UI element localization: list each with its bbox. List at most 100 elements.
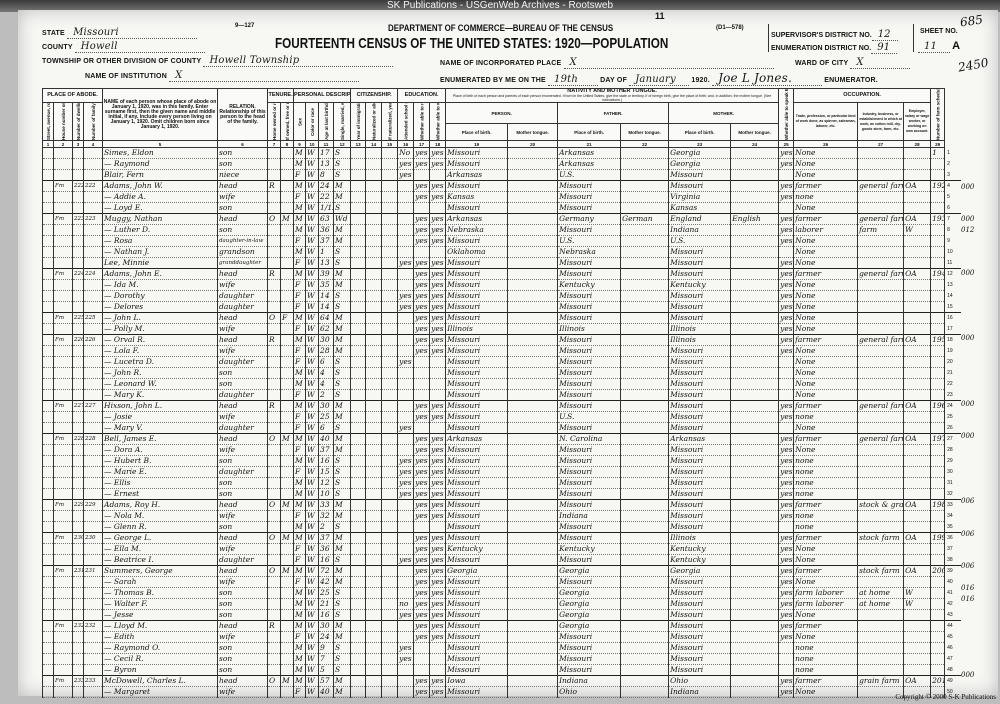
race: W [305,576,320,588]
mother-tongue [507,477,559,489]
marital-status: S [333,521,352,533]
sex: M [293,367,307,379]
table-row: — Byron son M W 5 S Missouri Missouri Missouri no… [42,664,961,676]
home-tenure [267,257,282,269]
dwelling-number [72,378,84,390]
father-mother-tongue [620,169,670,181]
home-tenure [267,191,282,203]
father-mother-tongue [620,642,670,654]
enumerator-signature: Joe L Jones. [712,71,823,86]
empty-cell [350,268,367,280]
sex: M [293,477,307,489]
row-number: 50 [947,689,953,695]
person-name: — Leonard W. [102,378,219,390]
marital-status: M [333,510,352,522]
supervisor-district-field: SUPERVISOR'S DISTRICT NO. 12 [771,29,898,41]
mother-mother-tongue [730,521,780,533]
mother-tongue [507,147,559,159]
father-mother-tongue [620,532,670,544]
father-mother-tongue [620,235,670,247]
family-number: 224 [82,268,104,280]
speaks-english: yes [778,323,795,335]
sheet-field: 11 A [918,40,960,53]
mother-birthplace: Missouri [668,268,732,280]
mortgage-status [280,345,295,357]
mother-tongue [507,455,559,467]
sex: F [293,301,307,313]
person-name: Adams, John E. [102,268,219,280]
can-read: yes [413,158,431,170]
empty-cell [365,356,383,368]
farm-schedule-number [930,477,946,489]
sex: M [293,378,307,390]
mother-tongue [507,367,559,379]
home-tenure [267,455,282,467]
empty-cell [365,312,383,324]
age: 1/12 [318,202,335,214]
mother-mother-tongue [730,576,780,588]
mother-tongue [507,510,559,522]
occupation: None [793,367,859,379]
race: W [305,378,320,390]
empty-cell [365,169,383,181]
farm-schedule-number: 197 [930,433,946,445]
farm-marker [53,345,73,357]
race: W [305,664,320,676]
family-number: 232 [82,620,104,632]
supervisor-label: SUPERVISOR'S DISTRICT NO. [771,32,872,39]
farm-marker: Fm [53,268,73,280]
race: W [305,246,320,258]
birthplace: Missouri [445,609,509,621]
person-name: — Dora A. [102,444,219,456]
mortgage-status [280,620,295,632]
father-birthplace: Missouri [557,180,622,192]
industry: general farm [857,213,905,225]
family-number [82,664,104,676]
farm-schedule-number: 193 [930,213,946,225]
farm-schedule-number [930,246,946,258]
mortgage-status [280,202,295,214]
mother-mother-tongue [730,686,780,698]
industry [857,642,905,654]
employment-class [903,169,932,181]
occupation: none [793,477,859,489]
empty-cell [42,598,54,610]
occupation: none [793,411,859,423]
abode-header: PLACE OF ABODE. [41,88,104,103]
column-number: 7 [267,140,282,148]
person-name: — George L. [102,532,219,544]
mother-tongue [507,631,559,643]
empty-cell [42,444,54,456]
farm-marker [53,598,73,610]
can-read: yes [413,510,431,522]
column-number: 17 [413,140,431,148]
age: 42 [318,576,335,588]
father-birthplace: Missouri [557,499,622,511]
relationship: wife [217,510,269,522]
empty-cell [42,191,54,203]
occupation: None [793,290,859,302]
sex: M [293,433,307,445]
farm-schedule-number [930,323,946,335]
mother-mother-tongue [730,455,780,467]
mother-birthplace: Missouri [668,587,732,599]
row-number: 38 [947,556,953,563]
mother-birthplace: Kentucky [668,543,732,555]
father-birthplace: Missouri [557,191,622,203]
race: W [305,466,320,478]
relationship: granddaughter [217,257,269,269]
empty-cell [365,499,383,511]
empty-cell [350,389,367,401]
father-mother-tongue [620,686,670,698]
family-number [82,576,104,588]
ward-field: WARD OF CITY X [795,57,911,69]
family-number: 231 [82,565,104,577]
school-attendance [397,268,415,280]
farm-marker: Fm [53,499,73,511]
relationship: daughter [217,554,269,566]
dwelling-number: 228 [72,433,84,445]
empty-cell [365,246,383,258]
